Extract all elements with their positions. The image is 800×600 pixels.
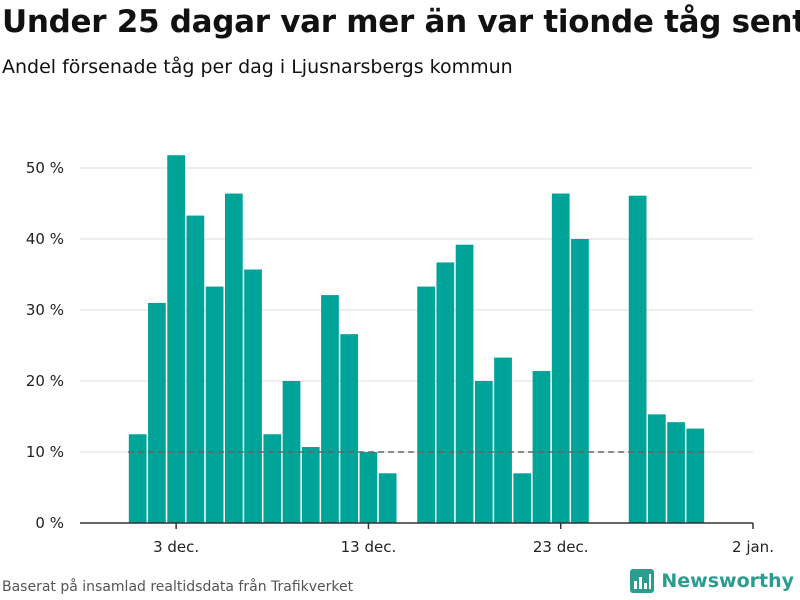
bar [551, 193, 570, 523]
bar [148, 302, 166, 523]
y-tick-label: 20 % [26, 372, 64, 390]
y-tick-label: 10 % [26, 443, 64, 461]
bar [571, 239, 589, 523]
bar [167, 155, 186, 523]
bar [647, 414, 666, 523]
y-tick-label: 50 % [26, 159, 64, 177]
bar [686, 428, 705, 523]
bar [321, 295, 339, 523]
bar [378, 473, 397, 523]
bars [128, 155, 705, 523]
bar [494, 357, 512, 523]
bar [205, 286, 224, 523]
bar [224, 193, 243, 523]
bar [455, 244, 474, 523]
bar [244, 269, 262, 523]
bar [263, 434, 282, 523]
y-tick-label: 0 % [35, 514, 64, 532]
x-tick-label: 3 dec. [153, 538, 199, 556]
bar [628, 195, 647, 523]
x-tick-label: 13 dec. [341, 538, 397, 556]
brand-name: Newsworthy [661, 570, 794, 592]
y-tick-label: 30 % [26, 301, 64, 319]
axes: 0 % 10 % 20 % 30 % 40 % 50 % 3 dec. 13 dec. 23 d… [26, 159, 774, 556]
source-note: Baserat på insamlad realtidsdata från Tr… [2, 579, 354, 595]
newsworthy-logo-icon [630, 569, 655, 593]
bar [532, 371, 551, 523]
x-tick-label: 2 jan. [732, 538, 774, 556]
bar [513, 473, 532, 523]
bar [436, 262, 455, 523]
chart-title: Under 25 dagar var mer än var tionde tåg… [2, 4, 800, 40]
bar [359, 452, 378, 523]
bar [128, 434, 147, 523]
chart-subtitle: Andel försenade tåg per dag i Ljusnarsbe… [2, 56, 513, 78]
y-tick-label: 40 % [26, 230, 64, 248]
x-tick-label: 23 dec. [533, 538, 589, 556]
bar [301, 447, 320, 523]
bar [417, 286, 435, 523]
bar [186, 215, 205, 523]
bar [340, 334, 359, 523]
brand: Newsworthy [629, 568, 794, 594]
bar-chart: 0 % 10 % 20 % 30 % 40 % 50 % 3 dec. 13 dec. 23 d… [26, 155, 774, 556]
bar [667, 422, 685, 523]
